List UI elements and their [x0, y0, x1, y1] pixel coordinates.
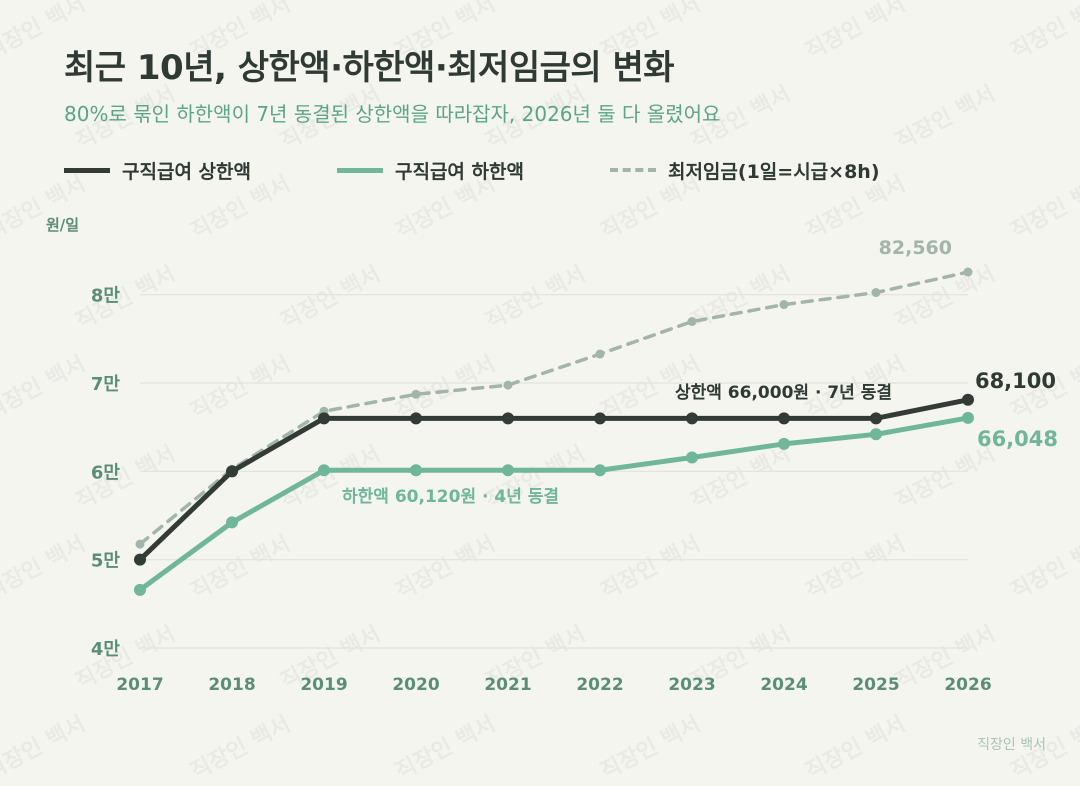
data-point-minwage [687, 317, 697, 327]
y-tick-label: 6만 [91, 462, 121, 483]
data-point-minwage [871, 288, 881, 298]
legend-swatch-lower [336, 167, 383, 173]
x-tick-label: 2017 [116, 675, 163, 695]
y-tick-label: 4만 [91, 639, 121, 660]
data-point-lower [502, 464, 514, 477]
chart-subtitle: 80%로 묶인 하한액이 7년 동결된 상한액을 따라잡자, 2026년 둘 다… [64, 102, 721, 126]
data-point-upper [410, 412, 422, 425]
y-axis-label: 원/일 [46, 216, 79, 234]
data-point-lower [870, 428, 882, 441]
x-tick-label: 2023 [668, 675, 715, 695]
data-point-upper [226, 465, 238, 478]
data-point-minwage [135, 539, 145, 549]
x-tick-label: 2026 [944, 675, 991, 695]
data-point-lower [410, 464, 422, 477]
series-line-minwage [138, 270, 970, 546]
data-point-minwage [411, 389, 421, 399]
legend-swatch-upper [64, 167, 110, 173]
data-point-upper [962, 393, 974, 406]
annotation-upper-freeze: 상한액 66,000원 · 7년 동결 [675, 383, 892, 403]
series-line-upper [137, 397, 971, 563]
x-tick-label: 2020 [392, 675, 439, 695]
footer-brand: 직장인 백서 [977, 737, 1046, 753]
x-tick-label: 2022 [576, 675, 623, 695]
y-tick-label: 7만 [91, 374, 121, 395]
x-tick-label: 2018 [208, 675, 255, 695]
x-tick-label: 2019 [300, 675, 347, 695]
series-line-lower [137, 415, 971, 593]
x-tick-label: 2021 [484, 675, 531, 695]
data-point-upper [134, 553, 146, 566]
data-point-lower [226, 516, 238, 529]
data-point-minwage [595, 349, 605, 359]
data-point-upper [502, 412, 514, 425]
y-tick-label: 5만 [91, 551, 121, 572]
chart-title: 최근 10년, 상한액·하한액·최저임금의 변화 [64, 48, 675, 88]
legend-swatch-minwage [609, 168, 656, 172]
x-tick-label: 2024 [760, 675, 807, 695]
data-point-minwage [963, 267, 973, 277]
legend-item-lower: 구직급여 하한액 [336, 157, 524, 184]
data-point-upper [870, 412, 882, 425]
legend-label-lower: 구직급여 하한액 [394, 160, 524, 183]
data-point-minwage [779, 300, 789, 310]
annotation-minwage-end: 82,560 [879, 237, 952, 259]
legend-label-upper: 구직급여 상한액 [122, 160, 251, 183]
annotation-lower-freeze: 하한액 60,120원 · 4년 동결 [342, 487, 559, 507]
data-point-upper [778, 412, 790, 425]
data-point-lower [134, 583, 146, 596]
data-point-upper [686, 412, 698, 425]
data-point-lower [318, 464, 330, 477]
data-point-minwage [503, 380, 513, 390]
data-point-lower [778, 437, 790, 450]
data-point-upper [594, 412, 606, 425]
data-point-lower [962, 411, 974, 424]
annotation-upper-end: 68,100 [975, 369, 1056, 393]
legend-item-upper: 구직급여 상한액 [64, 157, 251, 184]
data-point-upper [318, 412, 330, 425]
y-tick-label: 8만 [91, 286, 121, 307]
legend-label-minwage: 최저임금(1일=시급×8h) [667, 160, 880, 183]
legend-item-minwage: 최저임금(1일=시급×8h) [609, 157, 880, 184]
x-tick-label: 2025 [852, 675, 899, 695]
data-point-lower [686, 451, 698, 464]
data-point-lower [594, 464, 606, 477]
legend: 구직급여 상한액 구직급여 하한액 최저임금(1일=시급×8h) [64, 156, 966, 184]
annotation-lower-end: 66,048 [977, 427, 1058, 451]
